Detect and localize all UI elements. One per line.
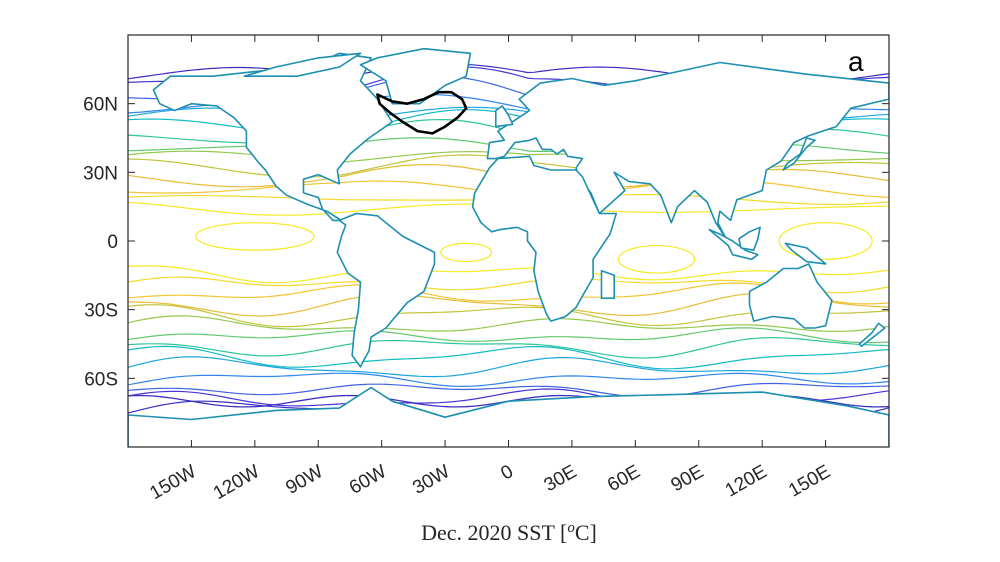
sst-contour-line	[128, 315, 889, 332]
sst-contour-line	[128, 345, 889, 370]
y-tick-label: 60N	[83, 95, 118, 116]
x-tick-label: 30W	[409, 461, 453, 499]
panel-label: a	[848, 46, 864, 77]
sst-contour-line	[128, 372, 889, 388]
region-outline	[376, 90, 468, 135]
x-tick-label: 60W	[346, 461, 390, 499]
x-tick-label: 90W	[282, 461, 326, 499]
borneo-landmass	[738, 226, 761, 251]
uk-landmass	[495, 105, 514, 128]
y-tick-label: 30S	[84, 301, 118, 322]
eurasia-landmass	[486, 61, 889, 240]
arctic-islands-landmass	[243, 52, 362, 77]
x-axis-label-superscript: o	[567, 520, 575, 536]
south-america-landmass	[336, 212, 436, 368]
sst-contour-line	[128, 265, 889, 284]
madagascar-landmass	[600, 270, 615, 299]
japan-landmass	[782, 137, 816, 171]
x-tick-label: 150W	[146, 461, 200, 504]
sst-contour-line	[128, 276, 889, 294]
warm-pool-contour	[195, 222, 315, 251]
sst-contour-line	[128, 356, 889, 378]
y-tick-label: 60S	[84, 369, 118, 390]
north-atlantic-outline	[376, 90, 468, 135]
y-tick-label: 0	[107, 232, 118, 253]
sst-contour-line	[128, 327, 889, 344]
x-tick-label: 90E	[667, 461, 707, 496]
sst-contour-line	[128, 382, 889, 398]
x-tick-label: 30E	[541, 461, 581, 496]
x-axis-label-main: Dec. 2020 SST [	[421, 520, 567, 545]
new-guinea-landmass	[784, 242, 827, 265]
sst-contour-line	[128, 336, 889, 359]
warm-pool-contour	[617, 244, 696, 274]
x-tick-label: 60E	[604, 461, 644, 496]
y-tick-label: 30N	[83, 163, 118, 184]
landmasses	[128, 47, 889, 447]
australia-landmass	[748, 263, 833, 329]
antarctica-landmass	[128, 386, 889, 447]
africa-landmass	[471, 155, 618, 322]
x-axis-label: Dec. 2020 SST [oC]	[421, 520, 597, 545]
x-tick-label: 120E	[722, 461, 771, 501]
x-tick-label: 0	[497, 461, 517, 484]
warm-pool-contour	[440, 242, 493, 263]
warm-pool-contour	[778, 222, 873, 260]
north-america-landmass	[152, 52, 393, 222]
x-axis-label-unit: C]	[575, 520, 597, 545]
x-tick-label: 120W	[210, 461, 264, 504]
indonesia-landmass	[708, 228, 759, 261]
x-tick-label: 150E	[785, 461, 834, 501]
new-zealand-landmass	[858, 322, 886, 348]
